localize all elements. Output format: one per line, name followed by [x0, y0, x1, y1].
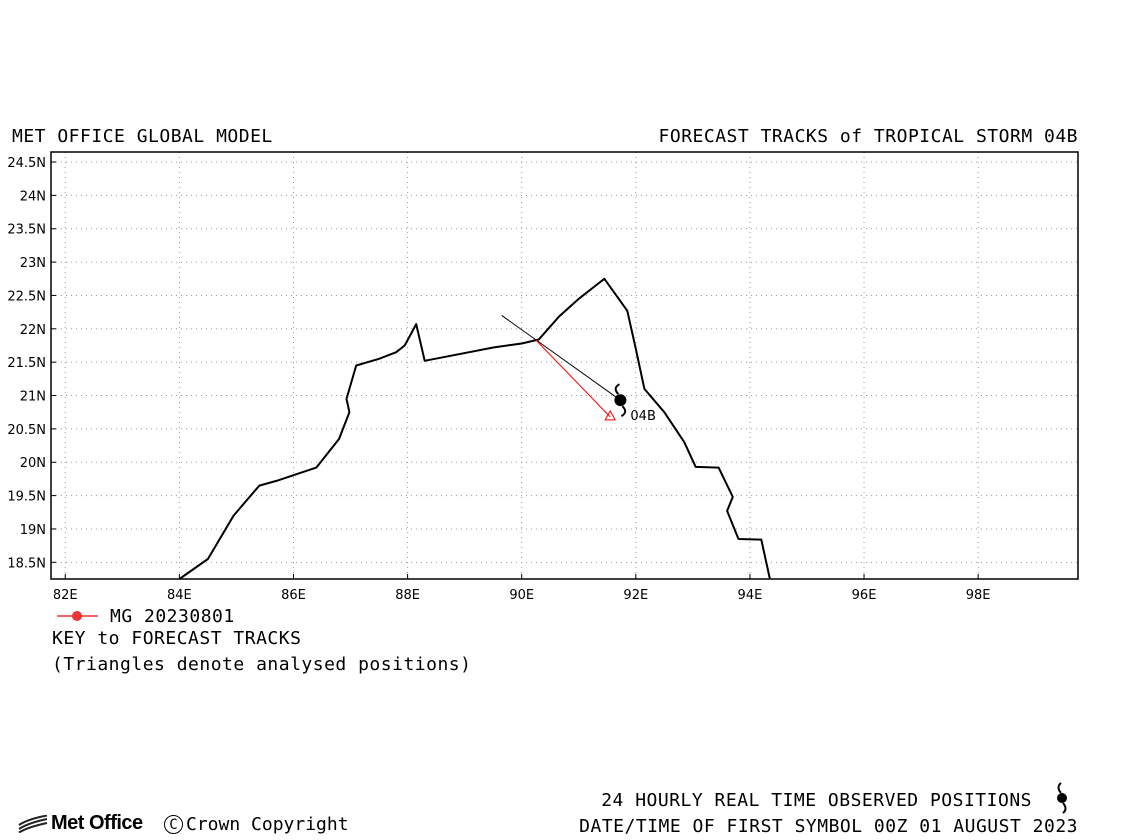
storm-label: 04B — [630, 409, 655, 424]
copyright: C Crown Copyright — [164, 814, 349, 835]
legend-line-icon — [57, 611, 98, 621]
lon-tick-label: 94E — [738, 588, 763, 603]
storm-marker: 04B — [614, 383, 656, 424]
cyclone-symbol-icon — [1057, 782, 1067, 814]
coastline-path — [178, 277, 771, 580]
forecast-triangle-marker — [604, 409, 616, 421]
lon-tick-label: 82E — [53, 588, 78, 603]
storm-center-dot — [614, 394, 627, 407]
lat-tick-label: 21N — [20, 390, 46, 405]
lon-tick-label: 86E — [281, 588, 306, 603]
key-title: KEY to FORECAST TRACKS — [52, 628, 302, 649]
lon-tick-label: 90E — [509, 588, 534, 603]
copyright-text: Crown Copyright — [186, 814, 349, 835]
storm-arm-upper — [614, 383, 620, 395]
observed-track-line — [501, 315, 621, 401]
lat-tick-label: 21.5N — [7, 356, 46, 371]
map-title-left: MET OFFICE GLOBAL MODEL — [12, 126, 273, 147]
logo-text: Met Office — [51, 812, 143, 834]
lon-tick-label: 84E — [167, 588, 192, 603]
lat-tick-label: 19.5N — [7, 490, 46, 505]
key-note: (Triangles denote analysed positions) — [52, 654, 472, 675]
lon-tick-label: 96E — [852, 588, 877, 603]
lat-tick-label: 19N — [20, 523, 46, 538]
logo-swoosh-icon — [18, 814, 48, 833]
lon-tick-label: 88E — [395, 588, 420, 603]
latitude-axis: 24.5N 24N 23.5N 23N 22.5N 22N 21.5N 21N 20.5N 20N… — [7, 156, 56, 571]
legend-label: MG 20230801 — [110, 606, 235, 627]
lat-tick-label: 20N — [20, 456, 46, 471]
lat-tick-label: 23.5N — [7, 223, 46, 238]
lat-tick-label: 22.5N — [7, 289, 46, 304]
storm-arm-lower — [620, 405, 627, 418]
map-frame — [50, 151, 1079, 580]
lat-tick-label: 24.5N — [7, 156, 46, 171]
lon-tick-label: 92E — [623, 588, 648, 603]
longitude-axis: 82E 84E 86E 88E 90E 92E 94E 96E 98E — [53, 574, 991, 603]
coastline — [178, 277, 771, 580]
lon-tick-label: 98E — [966, 588, 991, 603]
lat-tick-label: 23N — [20, 256, 46, 271]
grid-lines — [51, 152, 1078, 579]
lat-tick-label: 20.5N — [7, 423, 46, 438]
forecast-track-segment — [535, 339, 611, 418]
first-symbol-datetime: DATE/TIME OF FIRST SYMBOL 00Z 01 AUGUST … — [579, 816, 1078, 837]
lat-tick-label: 24N — [20, 189, 46, 204]
lat-tick-label: 22N — [20, 323, 46, 338]
met-office-logo: Met Office — [18, 812, 143, 835]
observed-positions-note: 24 HOURLY REAL TIME OBSERVED POSITIONS — [601, 790, 1032, 811]
map-title-right: FORECAST TRACKS of TROPICAL STORM 04B — [658, 126, 1078, 147]
copyright-symbol: C — [164, 815, 183, 834]
lat-tick-label: 18.5N — [7, 556, 46, 571]
forecast-tracks — [501, 315, 621, 421]
